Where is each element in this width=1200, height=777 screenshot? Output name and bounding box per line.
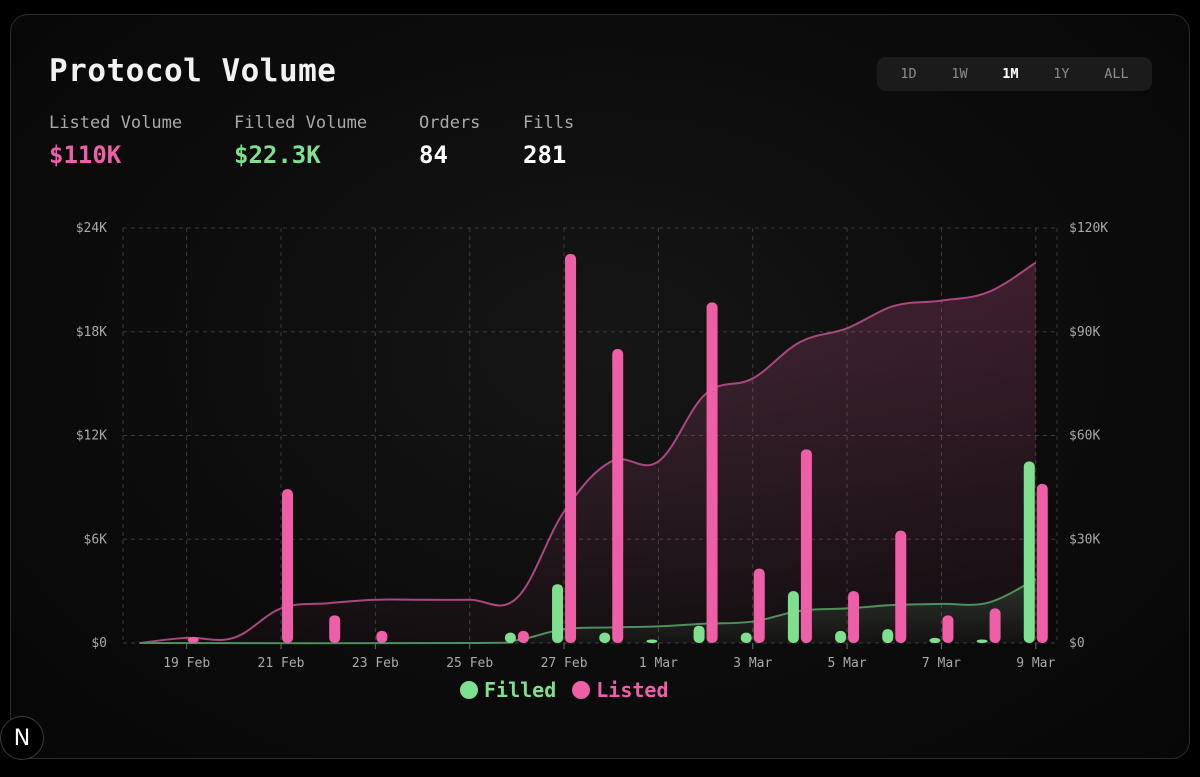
bar-filled (693, 625, 705, 643)
chart-axes: $0 $0 $6K $30K $12K $60K $18K $90K $24K $120K 19 F… (76, 221, 1109, 671)
y-tick-label-left: $24K (76, 221, 107, 236)
x-tick-label: 1 Mar (639, 656, 678, 671)
stat-value: $22.3K (234, 141, 321, 169)
bar-listed (329, 615, 341, 643)
range-tab-1m[interactable]: 1M (1002, 66, 1019, 82)
cumulative-filled-line (139, 578, 1037, 645)
x-tick-label: 9 Mar (1016, 656, 1055, 671)
bar-listed (1036, 483, 1048, 643)
stat-value: 84 (419, 141, 448, 169)
legend-item-listed[interactable]: Listed (572, 678, 669, 702)
y-tick-label-right: $0 (1069, 636, 1085, 651)
y-tick-label-right: $120K (1069, 221, 1108, 236)
bar-listed (565, 253, 577, 643)
bar-filled (929, 637, 941, 643)
stat-filled-volume: Filled Volume $22.3K (234, 113, 367, 169)
bar-filled (552, 584, 564, 643)
stat-label: Orders (419, 113, 481, 133)
bar-listed (942, 615, 954, 643)
stat-label: Filled Volume (234, 113, 368, 133)
x-tick-label: 7 Mar (922, 656, 961, 671)
stat-label: Fills (523, 113, 575, 133)
stat-label: Listed Volume (49, 113, 183, 133)
range-tab-1d[interactable]: 1D (900, 66, 917, 82)
stat-listed-volume: Listed Volume $110K (49, 113, 182, 169)
y-tick-label-right: $60K (1069, 429, 1100, 444)
bar-listed (895, 530, 907, 643)
stat-orders: Orders 84 (419, 113, 480, 169)
stat-value: $110K (49, 141, 122, 169)
legend-label-listed: Listed (596, 678, 669, 702)
stat-value: 281 (523, 141, 567, 169)
legend-swatch-filled (460, 681, 478, 699)
bar-filled (646, 639, 658, 643)
bar-listed (753, 568, 765, 643)
x-tick-label: 21 Feb (258, 656, 305, 671)
range-tab-1w[interactable]: 1W (951, 66, 968, 82)
legend-label-filled: Filled (484, 678, 557, 702)
legend-item-filled[interactable]: Filled (460, 678, 556, 702)
bar-listed (517, 630, 529, 643)
time-range-selector: 1D 1W 1M 1Y ALL (877, 57, 1152, 91)
bar-filled (599, 632, 611, 643)
bar-listed (989, 608, 1001, 643)
bar-listed (800, 449, 812, 643)
page-title: Protocol Volume (49, 53, 337, 89)
x-tick-label: 25 Feb (446, 656, 493, 671)
stat-fills: Fills 281 (523, 113, 574, 169)
app-logo[interactable]: N (0, 716, 44, 760)
y-tick-label-left: $0 (91, 636, 107, 651)
bar-listed (187, 636, 199, 643)
x-tick-label: 3 Mar (733, 656, 772, 671)
bar-filled (976, 639, 988, 643)
daily-bars (187, 253, 1048, 643)
x-tick-label: 19 Feb (163, 656, 210, 671)
bar-filled (740, 632, 752, 643)
y-tick-label-right: $30K (1069, 532, 1100, 547)
x-tick-label: 23 Feb (352, 656, 399, 671)
bar-filled (835, 630, 847, 643)
range-tab-1y[interactable]: 1Y (1053, 66, 1070, 82)
bar-listed (848, 591, 860, 643)
x-tick-label: 5 Mar (828, 656, 867, 671)
y-tick-label-left: $12K (76, 429, 107, 444)
bar-filled (882, 629, 894, 643)
y-tick-label-left: $6K (84, 532, 108, 547)
bar-listed (376, 630, 388, 643)
bar-listed (706, 302, 718, 643)
x-tick-label: 27 Feb (541, 656, 588, 671)
bar-filled (787, 591, 799, 643)
bar-filled (1023, 461, 1035, 643)
legend-swatch-listed (572, 681, 591, 699)
y-tick-label-right: $90K (1069, 325, 1100, 340)
bar-listed (612, 349, 624, 643)
y-tick-label-left: $18K (76, 325, 107, 340)
chart-legend: Filled Listed (460, 678, 669, 702)
bar-listed (282, 489, 294, 643)
bar-filled (504, 632, 516, 643)
range-tab-all[interactable]: ALL (1104, 66, 1129, 82)
